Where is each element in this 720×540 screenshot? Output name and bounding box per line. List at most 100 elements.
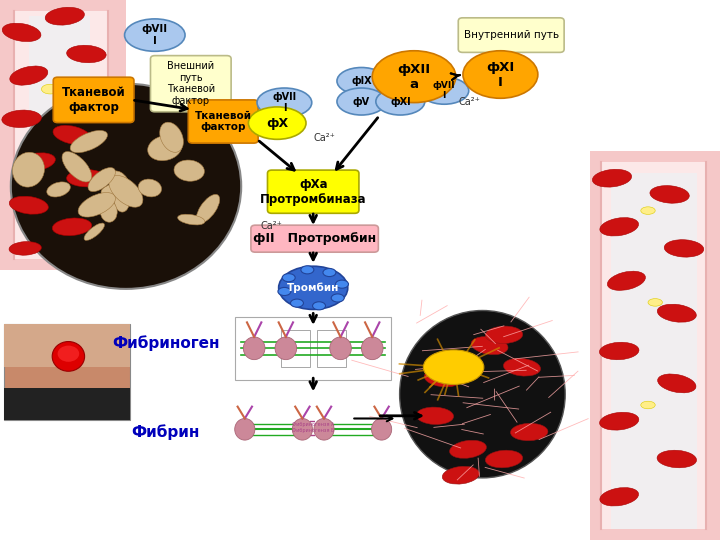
Text: фXI
I: фXI I: [486, 60, 515, 89]
Ellipse shape: [485, 450, 523, 468]
Ellipse shape: [110, 171, 129, 191]
Ellipse shape: [257, 88, 312, 117]
Ellipse shape: [336, 280, 348, 288]
Ellipse shape: [197, 194, 220, 223]
Ellipse shape: [282, 274, 295, 282]
Ellipse shape: [314, 418, 334, 440]
Text: Фибриноген: Фибриноген: [112, 335, 220, 351]
Ellipse shape: [160, 122, 184, 152]
Ellipse shape: [665, 240, 703, 257]
Ellipse shape: [510, 423, 548, 441]
Ellipse shape: [53, 125, 91, 145]
Ellipse shape: [53, 341, 85, 372]
Ellipse shape: [301, 266, 314, 274]
Text: фII   Протромбин: фII Протромбин: [253, 232, 377, 245]
Ellipse shape: [372, 51, 456, 103]
Ellipse shape: [174, 160, 204, 181]
Text: Тканевой
фактор: Тканевой фактор: [194, 111, 252, 132]
Ellipse shape: [442, 467, 480, 484]
FancyBboxPatch shape: [4, 324, 130, 367]
Ellipse shape: [101, 183, 125, 195]
Text: фIX: фIX: [351, 76, 372, 86]
Text: Ca²⁺: Ca²⁺: [261, 221, 282, 231]
Ellipse shape: [449, 440, 487, 458]
Ellipse shape: [62, 152, 91, 182]
Ellipse shape: [423, 350, 484, 384]
Ellipse shape: [657, 374, 696, 393]
Ellipse shape: [9, 241, 41, 255]
Ellipse shape: [42, 84, 60, 94]
Ellipse shape: [600, 413, 639, 430]
Ellipse shape: [248, 107, 306, 139]
Text: Ca²⁺: Ca²⁺: [459, 97, 480, 106]
Ellipse shape: [178, 214, 205, 225]
Bar: [0, 0, 126, 270]
Text: Ca²⁺: Ca²⁺: [313, 133, 335, 143]
Text: Внешний
путь
Тканевой
фактор: Внешний путь Тканевой фактор: [167, 62, 215, 106]
Ellipse shape: [657, 450, 696, 468]
Ellipse shape: [10, 66, 48, 85]
Ellipse shape: [657, 304, 696, 322]
Ellipse shape: [243, 337, 265, 360]
FancyBboxPatch shape: [268, 170, 359, 213]
Text: Фибриногензя А: Фибриногензя А: [292, 422, 334, 428]
Text: фVII
I: фVII I: [433, 81, 456, 100]
Ellipse shape: [114, 190, 130, 212]
Ellipse shape: [9, 196, 48, 214]
Ellipse shape: [463, 51, 538, 98]
Ellipse shape: [600, 342, 639, 360]
Ellipse shape: [337, 88, 386, 115]
Ellipse shape: [292, 418, 312, 440]
Text: Внутренний путь: Внутренний путь: [464, 30, 559, 40]
Ellipse shape: [376, 88, 425, 115]
Ellipse shape: [45, 8, 84, 25]
Ellipse shape: [53, 218, 91, 235]
FancyBboxPatch shape: [150, 56, 231, 112]
Ellipse shape: [278, 287, 291, 295]
Ellipse shape: [593, 170, 631, 187]
Ellipse shape: [641, 401, 655, 409]
Text: Фибрин: Фибрин: [132, 424, 199, 440]
Ellipse shape: [290, 299, 303, 307]
Ellipse shape: [400, 310, 565, 478]
Text: фX: фX: [266, 117, 288, 130]
Ellipse shape: [330, 337, 351, 360]
Bar: [29, 16, 90, 248]
Ellipse shape: [416, 407, 454, 424]
Ellipse shape: [88, 167, 115, 192]
Text: фV: фV: [353, 97, 370, 106]
Ellipse shape: [608, 271, 645, 291]
FancyBboxPatch shape: [53, 77, 134, 123]
Ellipse shape: [648, 299, 662, 306]
Text: фXII
а: фXII а: [397, 63, 431, 91]
Bar: [14, 11, 108, 259]
Ellipse shape: [2, 110, 41, 127]
Bar: [590, 151, 720, 540]
FancyBboxPatch shape: [4, 324, 130, 420]
Ellipse shape: [2, 23, 41, 42]
Ellipse shape: [100, 200, 117, 222]
Ellipse shape: [66, 170, 107, 187]
Ellipse shape: [235, 418, 255, 440]
Text: фVII
I: фVII I: [142, 24, 168, 46]
Text: фXI: фXI: [390, 97, 410, 106]
Ellipse shape: [148, 136, 181, 161]
Ellipse shape: [67, 45, 106, 63]
Ellipse shape: [337, 68, 386, 94]
Ellipse shape: [361, 337, 383, 360]
Ellipse shape: [47, 182, 71, 197]
Ellipse shape: [67, 83, 106, 100]
Ellipse shape: [11, 84, 241, 289]
Bar: [601, 162, 706, 529]
Ellipse shape: [600, 218, 639, 236]
Ellipse shape: [70, 131, 107, 153]
Bar: [611, 173, 697, 529]
Ellipse shape: [109, 176, 143, 207]
Text: Фибриногензя Б: Фибриногензя Б: [292, 428, 334, 434]
Ellipse shape: [424, 369, 462, 387]
Ellipse shape: [600, 488, 639, 506]
FancyBboxPatch shape: [317, 330, 346, 367]
Ellipse shape: [331, 294, 344, 302]
Text: Тканевой
фактор: Тканевой фактор: [62, 86, 125, 114]
FancyBboxPatch shape: [189, 100, 258, 143]
